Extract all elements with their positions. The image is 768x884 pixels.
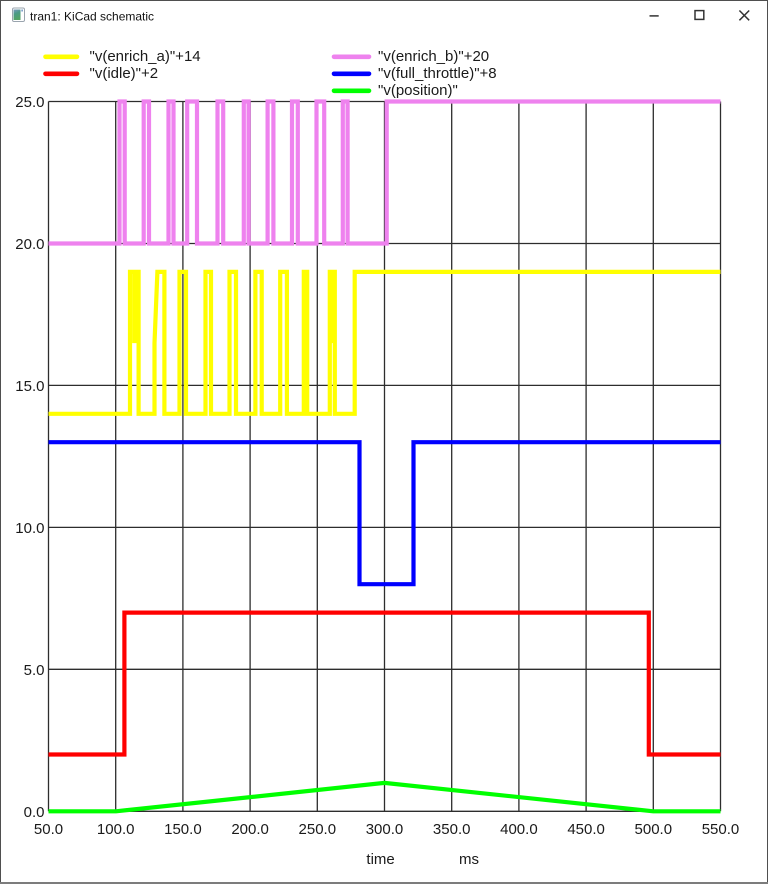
svg-text:450.0: 450.0 <box>567 821 605 838</box>
svg-text:300.0: 300.0 <box>366 821 404 838</box>
svg-text:"v(idle)"+2: "v(idle)"+2 <box>90 65 159 82</box>
svg-text:5.0: 5.0 <box>24 662 45 679</box>
svg-text:tran1: KiCad schematic: tran1: KiCad schematic <box>30 10 154 24</box>
svg-text:150.0: 150.0 <box>164 821 202 838</box>
svg-text:50.0: 50.0 <box>34 821 63 838</box>
svg-text:"v(enrich_a)"+14: "v(enrich_a)"+14 <box>90 48 201 65</box>
svg-text:10.0: 10.0 <box>15 520 44 537</box>
svg-text:20.0: 20.0 <box>15 236 44 253</box>
svg-text:15.0: 15.0 <box>15 378 44 395</box>
svg-text:100.0: 100.0 <box>97 821 135 838</box>
svg-text:25.0: 25.0 <box>15 94 44 111</box>
svg-text:"v(position)": "v(position)" <box>378 82 458 99</box>
svg-text:250.0: 250.0 <box>299 821 337 838</box>
svg-text:400.0: 400.0 <box>500 821 538 838</box>
svg-text:350.0: 350.0 <box>433 821 471 838</box>
svg-text:ms: ms <box>459 851 479 868</box>
svg-text:"v(full_throttle)"+8: "v(full_throttle)"+8 <box>378 65 497 82</box>
svg-text:500.0: 500.0 <box>635 821 673 838</box>
svg-text:550.0: 550.0 <box>702 821 740 838</box>
svg-text:0.0: 0.0 <box>24 804 45 821</box>
svg-text:200.0: 200.0 <box>231 821 269 838</box>
svg-text:time: time <box>366 851 394 868</box>
svg-text:"v(enrich_b)"+20: "v(enrich_b)"+20 <box>378 48 489 65</box>
